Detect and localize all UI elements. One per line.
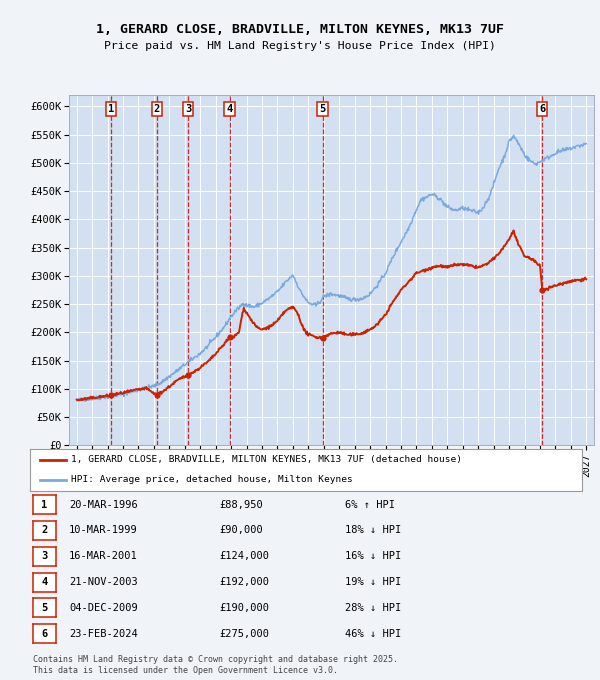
Text: 5: 5 xyxy=(41,603,47,613)
Text: 1, GERARD CLOSE, BRADVILLE, MILTON KEYNES, MK13 7UF: 1, GERARD CLOSE, BRADVILLE, MILTON KEYNE… xyxy=(96,23,504,37)
Bar xyxy=(230,95,323,445)
Text: 3: 3 xyxy=(185,104,191,114)
Text: 04-DEC-2009: 04-DEC-2009 xyxy=(69,603,138,613)
Text: £124,000: £124,000 xyxy=(219,551,269,561)
Text: 16% ↓ HPI: 16% ↓ HPI xyxy=(345,551,401,561)
Text: 4: 4 xyxy=(41,577,47,587)
Text: 2: 2 xyxy=(154,104,160,114)
Bar xyxy=(157,95,188,445)
Text: 6: 6 xyxy=(41,629,47,639)
Text: 5: 5 xyxy=(319,104,326,114)
Text: 20-MAR-1996: 20-MAR-1996 xyxy=(69,500,138,509)
Text: £88,950: £88,950 xyxy=(219,500,263,509)
Text: 6: 6 xyxy=(539,104,545,114)
Text: 16-MAR-2001: 16-MAR-2001 xyxy=(69,551,138,561)
Text: HPI: Average price, detached house, Milton Keynes: HPI: Average price, detached house, Milt… xyxy=(71,475,353,484)
Bar xyxy=(542,95,594,445)
Text: Contains HM Land Registry data © Crown copyright and database right 2025.
This d: Contains HM Land Registry data © Crown c… xyxy=(33,655,398,675)
Text: 1: 1 xyxy=(108,104,114,114)
Text: 28% ↓ HPI: 28% ↓ HPI xyxy=(345,603,401,613)
Text: 18% ↓ HPI: 18% ↓ HPI xyxy=(345,526,401,535)
Text: 23-FEB-2024: 23-FEB-2024 xyxy=(69,629,138,639)
Text: 1: 1 xyxy=(41,500,47,509)
Text: 1, GERARD CLOSE, BRADVILLE, MILTON KEYNES, MK13 7UF (detached house): 1, GERARD CLOSE, BRADVILLE, MILTON KEYNE… xyxy=(71,456,463,464)
Text: 2: 2 xyxy=(41,526,47,535)
Bar xyxy=(323,95,542,445)
Bar xyxy=(111,95,157,445)
Text: Price paid vs. HM Land Registry's House Price Index (HPI): Price paid vs. HM Land Registry's House … xyxy=(104,41,496,50)
Text: 46% ↓ HPI: 46% ↓ HPI xyxy=(345,629,401,639)
Text: £192,000: £192,000 xyxy=(219,577,269,587)
Text: 10-MAR-1999: 10-MAR-1999 xyxy=(69,526,138,535)
Text: 6% ↑ HPI: 6% ↑ HPI xyxy=(345,500,395,509)
Text: 21-NOV-2003: 21-NOV-2003 xyxy=(69,577,138,587)
Text: £275,000: £275,000 xyxy=(219,629,269,639)
Bar xyxy=(69,95,111,445)
Bar xyxy=(188,95,230,445)
Text: 3: 3 xyxy=(41,551,47,561)
Text: £90,000: £90,000 xyxy=(219,526,263,535)
Text: £190,000: £190,000 xyxy=(219,603,269,613)
Text: 19% ↓ HPI: 19% ↓ HPI xyxy=(345,577,401,587)
Text: 4: 4 xyxy=(226,104,233,114)
